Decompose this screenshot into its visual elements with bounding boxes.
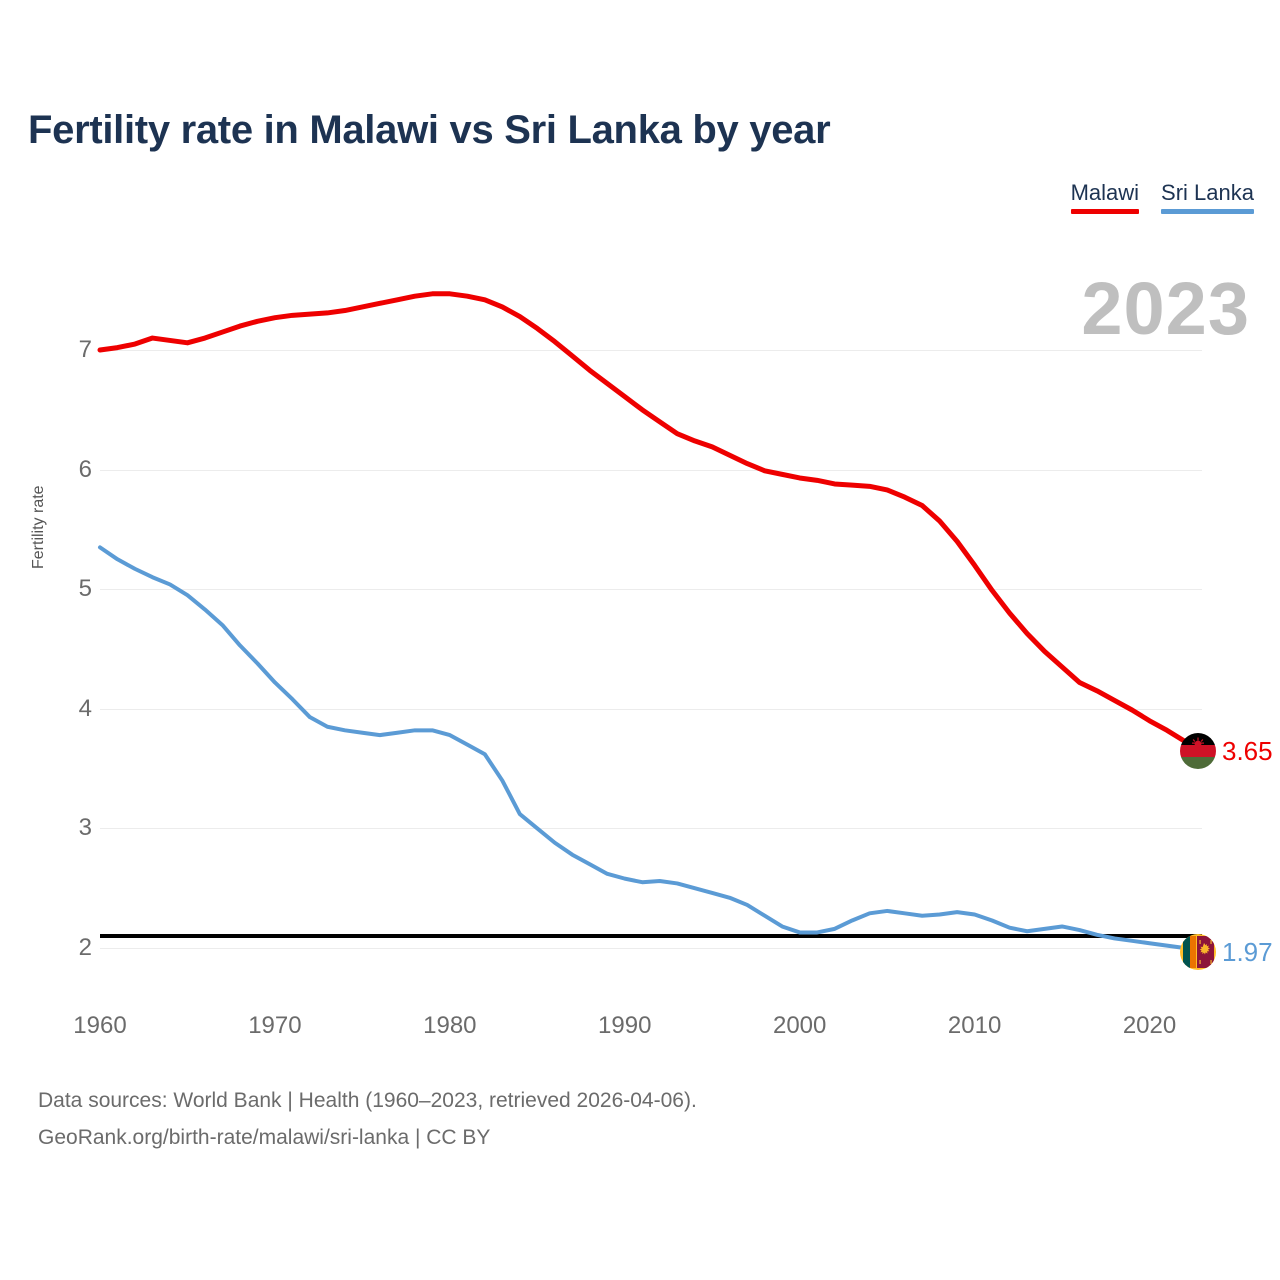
chart-legend: Malawi Sri Lanka bbox=[1070, 180, 1254, 214]
sri-lanka-flag-icon bbox=[1180, 933, 1216, 970]
year-watermark: 2023 bbox=[1081, 267, 1250, 350]
y-tick-label: 4 bbox=[78, 694, 92, 722]
gridline bbox=[100, 589, 1202, 591]
end-value-malawi: 3.65 bbox=[1222, 735, 1273, 766]
y-tick-label: 2 bbox=[78, 934, 92, 961]
y-axis-title: Fertility rate bbox=[30, 485, 47, 569]
x-tick-label: 2000 bbox=[772, 1012, 827, 1039]
legend-label-sri-lanka: Sri Lanka bbox=[1161, 180, 1254, 205]
y-tick-label: 5 bbox=[78, 575, 92, 603]
x-tick-label: 1960 bbox=[73, 1012, 127, 1039]
replacement-rate-line bbox=[100, 934, 1202, 939]
gridline bbox=[100, 828, 1202, 830]
end-label-sri-lanka: 1.97 bbox=[1180, 933, 1273, 970]
y-tick-label: 7 bbox=[78, 336, 92, 363]
x-tick-label: 1990 bbox=[598, 1012, 652, 1039]
gridline bbox=[100, 948, 1202, 949]
x-tick-label: 1970 bbox=[248, 1012, 302, 1039]
y-tick-label: 6 bbox=[78, 455, 92, 483]
end-label-malawi: 3.65 bbox=[1180, 732, 1273, 769]
footer-line-1: Data sources: World Bank | Health (1960–… bbox=[38, 1089, 697, 1112]
legend-color-swatch-sri-lanka bbox=[1161, 209, 1254, 214]
gridline bbox=[100, 708, 1202, 710]
x-tick-label: 2010 bbox=[947, 1012, 1002, 1039]
x-tick-label: 1980 bbox=[423, 1012, 477, 1039]
legend-item-sri-lanka[interactable]: Sri Lanka bbox=[1161, 180, 1254, 214]
end-value-sri-lanka: 1.97 bbox=[1222, 936, 1273, 967]
footer-line-2: GeoRank.org/birth-rate/malawi/sri-lanka … bbox=[38, 1126, 491, 1149]
malawi-flag-icon bbox=[1180, 732, 1216, 769]
y-tick-label: 3 bbox=[78, 814, 92, 842]
legend-label-malawi: Malawi bbox=[1070, 180, 1140, 205]
legend-item-malawi[interactable]: Malawi bbox=[1070, 180, 1140, 214]
legend-color-swatch-malawi bbox=[1070, 209, 1140, 214]
series-line-sri-lanka bbox=[98, 545, 1204, 954]
gridline bbox=[100, 469, 1202, 471]
footer-credits: Data sources: World Bank | Health (1960–… bbox=[38, 1082, 697, 1156]
series-line-malawi bbox=[97, 291, 1205, 754]
x-tick-label: 2020 bbox=[1122, 1012, 1177, 1039]
gridline bbox=[100, 350, 1202, 351]
page-title: Fertility rate in Malawi vs Sri Lanka by… bbox=[28, 108, 831, 152]
